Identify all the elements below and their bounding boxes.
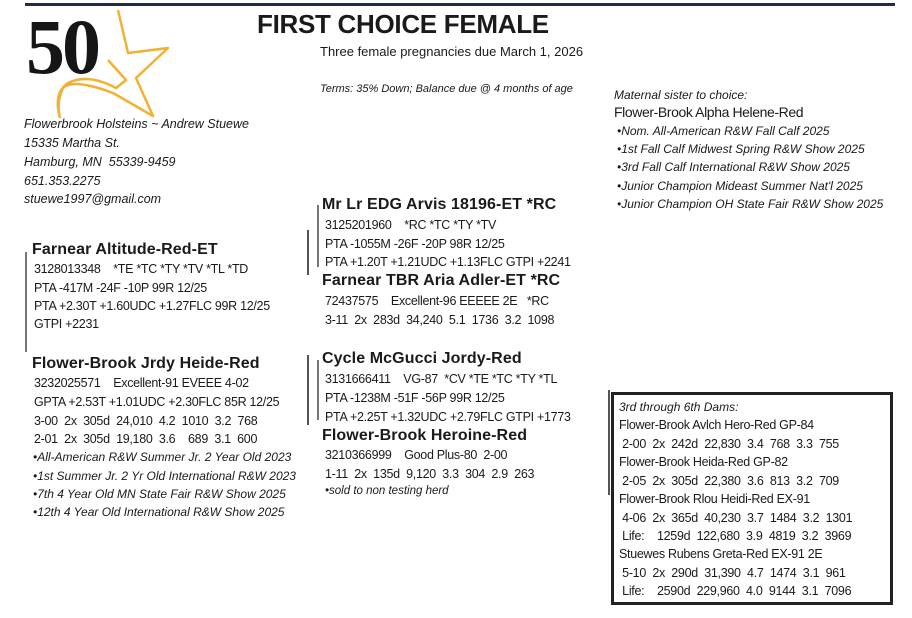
sire-line: GTPI +2231: [34, 317, 99, 331]
sister-honor: •Nom. All-American R&W Fall Calf 2025: [617, 124, 830, 138]
dam-line: 3232025571 Excellent-91 EVEEE 4-02: [34, 376, 249, 390]
dams-box-line: Life: 2590d 229,960 4.0 9144 3.1 7096: [619, 584, 852, 598]
dam-sire-line: PTA -1238M -51F -56P 99R 12/25: [325, 391, 505, 405]
dam-dam-line: 1-11 2x 135d 9,120 3.3 304 2.9 263: [325, 467, 535, 481]
dams-box-line: 2-05 2x 305d 22,380 3.6 813 3.2 709: [619, 474, 839, 488]
dams-box-line: Stuewes Rubens Greta-Red EX-91 2E: [619, 547, 823, 561]
consignor-phone: 651.353.2275: [24, 174, 101, 188]
consignor-city: Hamburg, MN 55339-9459: [24, 155, 176, 169]
consignor-name: Flowerbrook Holsteins ~ Andrew Stuewe: [24, 117, 249, 131]
sister-honor: •Junior Champion Mideast Summer Nat'l 20…: [617, 179, 863, 193]
sire-line: PTA +2.30T +1.60UDC +1.27FLC 99R 12/25: [34, 299, 270, 313]
dams-box-line: Life: 1259d 122,680 3.9 4819 3.2 3969: [619, 529, 852, 543]
star-icon: [56, 9, 170, 118]
pedigree-bracket: [307, 230, 309, 275]
sire-dam-name: Farnear TBR Aria Adler-ET *RC: [322, 272, 561, 289]
dam-name: Flower-Brook Jrdy Heide-Red: [32, 355, 260, 372]
sire-sire-line: 3125201960 *RC *TC *TY *TV: [325, 218, 497, 232]
sister-honor: •Junior Champion OH State Fair R&W Show …: [617, 197, 884, 211]
consignor-email[interactable]: stuewe1997@gmail.com: [24, 192, 162, 206]
sire-sire-line: PTA -1055M -26F -20P 98R 12/25: [325, 237, 505, 251]
dams-box-line: Flower-Brook Heida-Red GP-82: [619, 455, 788, 469]
dams-box-line: 5-10 2x 290d 31,390 4.7 1474 3.1 961: [619, 566, 846, 580]
sire-line: 3128013348 *TE *TC *TY *TV *TL *TD: [34, 262, 249, 276]
dam-honor: •1st Summer Jr. 2 Yr Old International R…: [33, 469, 296, 483]
dams-box-line: Flower-Brook Rlou Heidi-Red EX-91: [619, 492, 810, 506]
consignor-street: 15335 Martha St.: [24, 136, 120, 150]
sire-sire-name: Mr Lr EDG Arvis 18196-ET *RC: [322, 196, 557, 213]
dams-box-line: 4-06 2x 365d 40,230 3.7 1484 3.2 1301: [619, 511, 853, 525]
lot-number: 50: [26, 3, 101, 90]
sire-name: Farnear Altitude-Red-ET: [32, 241, 218, 258]
terms: Terms: 35% Down; Balance due @ 4 months …: [320, 83, 573, 95]
dam-honor: •12th 4 Year Old International R&W Show …: [33, 505, 285, 519]
sister-honor: •1st Fall Calf Midwest Spring R&W Show 2…: [617, 142, 865, 156]
dam-honor: •All-American R&W Summer Jr. 2 Year Old …: [33, 450, 292, 464]
dams-box: [611, 392, 893, 605]
dam-sire-name: Cycle McGucci Jordy-Red: [322, 350, 522, 367]
dam-dam-line: 3210366999 Good Plus-80 2-00: [325, 448, 508, 462]
pedigree-bracket: [608, 390, 610, 495]
maternal-sister-name: Flower-Brook Alpha Helene-Red: [614, 104, 804, 120]
header-rule: [25, 3, 895, 6]
pedigree-bracket: [317, 205, 319, 267]
sire-dam-line: 3-11 2x 283d 34,240 5.1 1736 3.2 1098: [325, 313, 555, 327]
dam-dam-name: Flower-Brook Heroine-Red: [322, 427, 528, 444]
sire-dam-line: 72437575 Excellent-96 EEEEE 2E *RC: [325, 294, 549, 308]
pedigree-bracket: [307, 355, 309, 425]
subtitle: Three female pregnancies due March 1, 20…: [320, 44, 584, 59]
pedigree-bracket: [25, 252, 27, 352]
dam-sire-line: 3131666411 VG-87 *CV *TE *TC *TY *TL: [325, 372, 558, 386]
sister-honor: •3rd Fall Calf International R&W Show 20…: [617, 160, 850, 174]
sire-sire-line: PTA +1.20T +1.21UDC +1.13FLC GTPI +2241: [325, 255, 571, 269]
dam-line: 3-00 2x 305d 24,010 4.2 1010 3.2 768: [34, 414, 258, 428]
sire-line: PTA -417M -24F -10P 99R 12/25: [34, 281, 207, 295]
dams-box-label: 3rd through 6th Dams:: [619, 400, 739, 414]
dam-line: 2-01 2x 305d 19,180 3.6 689 3.1 600: [34, 432, 258, 446]
dam-sire-line: PTA +2.25T +1.32UDC +2.79FLC GTPI +1773: [325, 410, 571, 424]
dam-honor: •7th 4 Year Old MN State Fair R&W Show 2…: [33, 487, 286, 501]
maternal-sister-label: Maternal sister to choice:: [614, 88, 748, 102]
dams-box-line: Flower-Brook Avlch Hero-Red GP-84: [619, 418, 814, 432]
pedigree-bracket: [317, 360, 319, 420]
dam-dam-note: •sold to non testing herd: [325, 485, 449, 497]
dam-line: GPTA +2.53T +1.01UDC +2.30FLC 85R 12/25: [34, 395, 280, 409]
dams-box-line: 2-00 2x 242d 22,830 3.4 768 3.3 755: [619, 437, 839, 451]
page-title: FIRST CHOICE FEMALE: [257, 9, 549, 39]
